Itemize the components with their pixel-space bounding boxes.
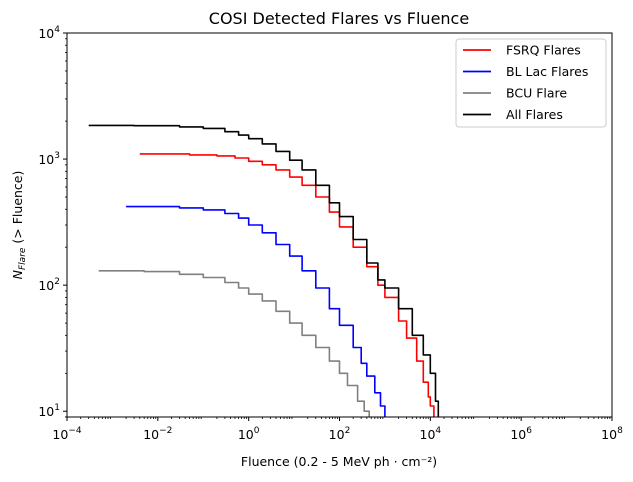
x-tick-label: 100 [238,426,260,442]
x-tick-label: 108 [601,426,623,442]
y-tick-label: 104 [38,25,60,41]
x-tick-label: 102 [329,426,351,442]
series-line-bcu-flare [98,270,370,417]
x-axis-ticks: 10−4 10−2 100 102 104 106 108 [52,417,623,442]
y-axis-ticks: 101 102 103 104 [38,25,67,419]
series-line-fsrq-flares [139,153,435,417]
x-tick-label: 10−2 [143,426,172,442]
legend-box [455,38,607,128]
x-tick-label: 104 [420,426,442,442]
y-axis-label: NFlare (> Fluence) [10,171,28,280]
series-line-bl-lac-flares [126,205,386,417]
y-axis-label-group: NFlare (> Fluence) [10,171,28,280]
y-tick-label: 101 [38,403,60,419]
x-tick-label: 10−4 [52,426,81,442]
y-tick-label: 102 [38,277,60,293]
legend-entry: BL Lac Flares [506,64,588,79]
chart-title: COSI Detected Flares vs Fluence [209,9,469,28]
legend: FSRQ Flares BL Lac Flares BCU Flare All Fla… [455,38,607,128]
legend-entry: All Flares [506,107,563,122]
x-tick-label: 106 [510,426,532,442]
series-line-all-flares [88,124,440,417]
x-axis-label: Fluence (0.2 - 5 MeV ph · cm⁻²) [241,454,437,469]
y-tick-label: 103 [38,151,60,167]
series-layer [88,124,440,417]
legend-entry: FSRQ Flares [506,43,581,58]
legend-entry: BCU Flare [506,86,567,101]
